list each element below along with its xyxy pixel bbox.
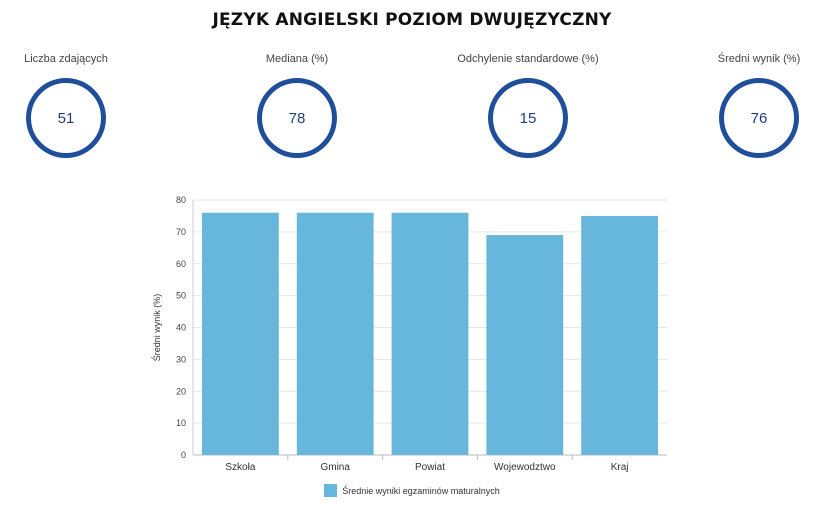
stat-std-dev: Odchylenie standardowe (%) 15	[448, 52, 608, 158]
x-tick-label: Kraj	[611, 462, 629, 473]
x-tick-label: Szkoła	[225, 462, 255, 473]
bar-gmina	[296, 212, 374, 455]
y-tick-label: 80	[176, 195, 186, 205]
bar-wojewodztwo	[486, 235, 564, 455]
page-title: JĘZYK ANGIELSKI POZIOM DWUJĘZYCZNY	[212, 10, 612, 30]
y-tick-label: 60	[176, 259, 186, 269]
y-tick-label: 70	[176, 227, 186, 237]
y-tick-label: 40	[176, 323, 186, 333]
bar-powiat	[391, 212, 469, 455]
stat-ring: 15	[488, 78, 568, 158]
bar-chart: 0 10 20 30 40 50 60 70 80 Szkoła Gmina Powiat Wojewo…	[151, 195, 667, 473]
stat-label: Liczba zdających	[24, 53, 108, 65]
stat-ring: 76	[719, 78, 799, 158]
bar-kraj	[581, 215, 658, 455]
stat-value: 15	[519, 109, 537, 127]
stat-value: 78	[288, 109, 306, 127]
stat-ring: 51	[26, 78, 106, 158]
y-tick-label: 0	[181, 450, 186, 460]
legend-swatch	[324, 484, 338, 497]
stat-median: Mediana (%) 78	[217, 52, 377, 158]
stat-mean: Średni wynik (%) 76	[679, 52, 824, 158]
stat-label: Odchylenie standardowe (%)	[457, 53, 599, 65]
stat-ring: 78	[257, 78, 337, 158]
y-tick-label: 10	[176, 418, 186, 428]
chart-legend[interactable]: Średnie wyniki egzaminów maturalnych	[0, 484, 824, 497]
x-tick-label: Wojewodztwo	[494, 462, 556, 473]
legend-label: Średnie wyniki egzaminów maturalnych	[342, 485, 500, 496]
stat-value: 51	[57, 109, 75, 127]
stat-value: 76	[750, 109, 768, 127]
y-tick-label: 50	[176, 291, 186, 301]
bar-szkoła	[202, 212, 279, 455]
stat-count: Liczba zdających 51	[0, 52, 146, 158]
y-tick-label: 20	[176, 386, 186, 396]
stat-label: Mediana (%)	[265, 53, 329, 65]
stat-label: Średni wynik (%)	[717, 53, 801, 65]
y-axis-title: Średni wynik (%)	[151, 294, 162, 362]
y-tick-label: 30	[176, 354, 186, 364]
x-tick-label: Gmina	[320, 462, 350, 473]
x-tick-label: Powiat	[415, 462, 445, 473]
